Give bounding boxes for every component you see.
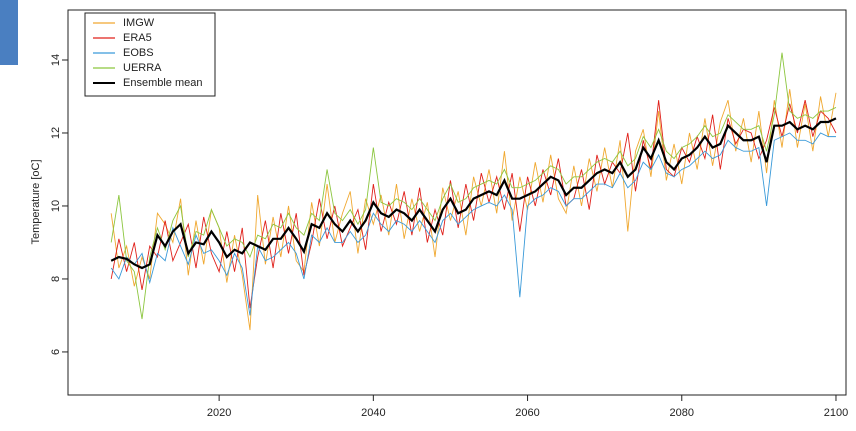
x-tick-label: 2100 xyxy=(824,407,848,419)
series-line xyxy=(110,117,837,270)
legend-label: EOBS xyxy=(123,47,154,59)
x-tick-label: 2080 xyxy=(670,407,694,419)
plot-frame xyxy=(67,9,847,396)
legend-label: IMGW xyxy=(123,17,155,29)
y-tick-label: 8 xyxy=(50,276,62,282)
legend-box xyxy=(84,12,216,97)
legend: IMGW ERA5 EOBS UERRA Ensemble mean xyxy=(84,12,216,97)
side-tab xyxy=(0,0,18,65)
y-tick-label: 14 xyxy=(50,54,62,66)
x-tick-label: 2020 xyxy=(207,407,231,419)
series-line xyxy=(110,100,837,309)
x-tick-label: 2060 xyxy=(515,407,539,419)
series-line xyxy=(110,132,836,316)
legend-label: Ensemble mean xyxy=(123,77,203,89)
y-tick-label: 12 xyxy=(50,127,62,139)
y-tick-label: 6 xyxy=(50,349,62,355)
series-line xyxy=(110,52,837,320)
y-axis-label: Temperature [oC] xyxy=(30,160,42,245)
legend-label: ERA5 xyxy=(123,32,152,44)
y-tick-label: 10 xyxy=(50,200,62,212)
x-tick-label: 2040 xyxy=(361,407,385,419)
legend-label: UERRA xyxy=(123,62,162,74)
